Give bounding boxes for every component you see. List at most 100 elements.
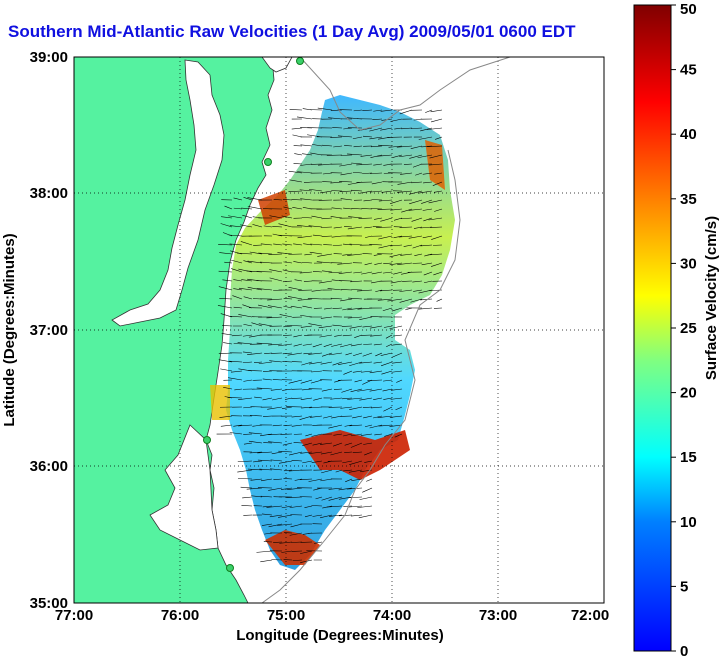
current-vector <box>241 505 253 507</box>
x-tick-label: 73:00 <box>479 607 517 624</box>
colorbar-tick-label: 15 <box>680 449 697 466</box>
current-vector <box>237 460 253 463</box>
colorbar-tick-label: 30 <box>680 255 697 272</box>
current-vector <box>231 334 243 337</box>
current-vector <box>399 289 413 292</box>
chesapeake-bay <box>111 59 225 327</box>
current-vector <box>364 424 373 428</box>
current-vector <box>351 208 363 210</box>
current-vector <box>331 343 343 347</box>
current-vector <box>422 235 433 239</box>
current-vector <box>302 460 313 464</box>
current-vector <box>292 206 303 210</box>
current-vector <box>256 342 273 345</box>
current-vector <box>308 225 323 228</box>
current-vector <box>396 190 413 193</box>
current-vector <box>350 514 363 517</box>
current-vector <box>246 487 263 490</box>
delaware-bay <box>261 57 293 73</box>
current-vector <box>318 325 333 329</box>
current-vector <box>371 199 383 201</box>
current-vector <box>364 262 373 266</box>
current-vector <box>347 226 363 230</box>
current-vector <box>312 442 323 446</box>
current-vector <box>380 109 393 112</box>
current-vector <box>423 217 433 222</box>
current-vector <box>387 298 403 302</box>
current-vector <box>229 243 243 246</box>
current-vector <box>421 199 433 204</box>
current-vector <box>320 316 333 319</box>
current-vector <box>373 109 383 112</box>
current-vector <box>331 415 343 419</box>
current-vector <box>291 397 303 399</box>
current-vector <box>384 433 393 437</box>
current-vector <box>334 334 343 337</box>
current-vector <box>359 496 373 500</box>
current-vector <box>373 361 383 364</box>
current-vector <box>349 361 363 367</box>
high-velocity-patch-4 <box>425 140 445 190</box>
current-vector <box>293 243 303 246</box>
colorbar-tick-label: 10 <box>680 514 697 531</box>
current-vector <box>313 397 323 401</box>
current-vector <box>347 153 363 156</box>
current-vector <box>293 261 303 264</box>
current-vector <box>396 145 413 148</box>
radar-site-marker <box>296 57 304 65</box>
current-vector <box>389 424 403 427</box>
current-vector <box>371 181 383 185</box>
high-velocity-patch-2 <box>265 530 320 565</box>
current-vector <box>278 343 293 347</box>
current-vector <box>434 208 443 212</box>
current-vector <box>293 334 303 338</box>
current-vector <box>228 377 243 381</box>
current-vector <box>374 262 383 265</box>
current-vector <box>260 243 273 246</box>
current-vector <box>321 388 333 392</box>
current-vector <box>352 136 363 140</box>
current-vector <box>267 433 283 435</box>
current-vector <box>258 304 273 309</box>
current-vector <box>338 496 353 500</box>
current-vector <box>258 361 273 365</box>
current-vector <box>272 397 283 401</box>
current-vector <box>411 181 423 184</box>
current-vector <box>380 127 393 131</box>
current-vector <box>390 280 403 284</box>
current-vector <box>353 109 363 112</box>
current-vector <box>369 388 383 392</box>
current-vector <box>369 244 383 246</box>
current-vector <box>296 116 313 120</box>
current-vector <box>287 487 303 491</box>
current-vector <box>377 298 393 301</box>
current-vector <box>308 478 323 482</box>
current-vector <box>427 253 443 256</box>
current-vector <box>303 352 313 355</box>
current-vector <box>354 334 363 338</box>
current-vector <box>400 172 413 175</box>
current-vector <box>375 352 383 357</box>
current-vector <box>378 424 393 427</box>
current-vector <box>400 253 413 256</box>
current-vector <box>401 208 413 213</box>
current-vector <box>399 226 413 228</box>
current-vector <box>273 243 283 246</box>
current-vector <box>345 352 353 356</box>
current-vector <box>431 235 443 240</box>
current-vector <box>399 109 413 115</box>
current-vector <box>233 207 243 210</box>
current-vector <box>254 396 263 399</box>
current-vector <box>292 559 303 561</box>
current-vector <box>367 379 383 382</box>
current-vector <box>311 215 323 219</box>
current-vector <box>287 352 303 356</box>
current-vector <box>398 235 413 238</box>
current-vector <box>294 153 303 156</box>
current-vector <box>268 253 283 256</box>
current-vector <box>305 433 313 437</box>
current-vector <box>318 163 333 166</box>
pamlico-sound <box>149 424 219 551</box>
current-vector <box>429 154 443 159</box>
current-vector <box>262 397 273 401</box>
